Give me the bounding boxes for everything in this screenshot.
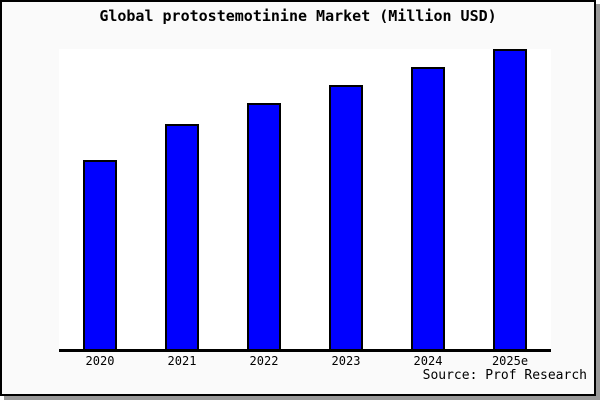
x-tick-2021: 2021 bbox=[167, 354, 197, 368]
bar-2020 bbox=[82, 160, 117, 349]
x-tick-2024: 2024 bbox=[413, 354, 443, 368]
x-axis-ticks: 2020 2021 2022 2023 2024 2025e bbox=[59, 354, 551, 370]
x-tick-2022: 2022 bbox=[249, 354, 279, 368]
chart-title: Global protostemotinine Market (Million … bbox=[99, 7, 497, 25]
x-tick-2020: 2020 bbox=[85, 354, 115, 368]
x-tick-2023: 2023 bbox=[331, 354, 361, 368]
bar-2024 bbox=[411, 67, 445, 349]
bar-2021 bbox=[165, 124, 199, 349]
bar-2025e bbox=[493, 49, 527, 349]
bar-2022 bbox=[247, 103, 281, 349]
x-tick-2025e: 2025e bbox=[491, 354, 529, 368]
plot-area bbox=[59, 49, 551, 352]
bar-2023 bbox=[328, 85, 363, 349]
source-note: Source: Prof Research bbox=[422, 368, 587, 383]
